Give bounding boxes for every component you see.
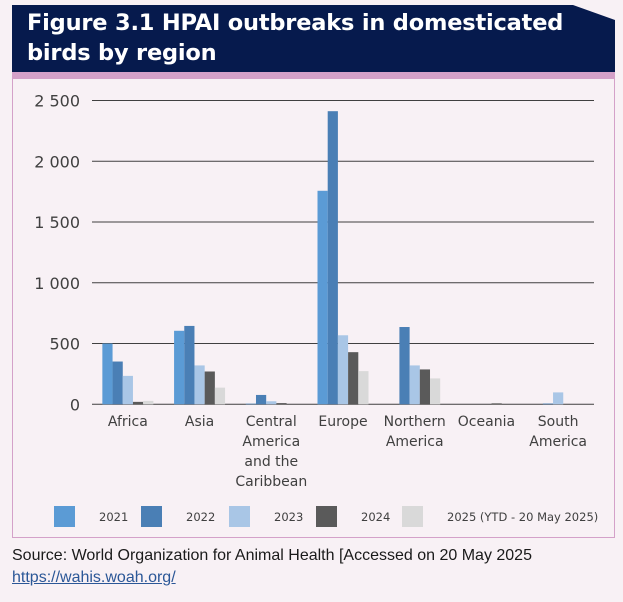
bar	[112, 361, 123, 405]
source-link[interactable]: https://wahis.woah.org/	[12, 569, 176, 586]
x-tick-label: South	[538, 414, 579, 430]
bar	[255, 394, 267, 405]
figure-title-line1: Figure 3.1 HPAI outbreaks in domesticate…	[27, 10, 564, 36]
x-tick-label: America	[386, 434, 444, 450]
legend-swatch	[402, 506, 423, 527]
bar	[542, 403, 554, 405]
legend-label: 2024	[361, 510, 390, 524]
legend-label: 2023	[274, 510, 303, 524]
x-axis-labels: Africa Asia Central America and the Caribbean…	[108, 414, 587, 490]
bar-chart: 0 500 1 000 1 500 2 000 2 500 Africa Asia Centr…	[34, 92, 598, 527]
x-tick-label: and the	[244, 454, 298, 470]
bar	[327, 111, 338, 405]
bar	[266, 401, 277, 405]
y-tick-label: 1 000	[34, 274, 80, 293]
x-tick-label: Northern	[384, 414, 446, 430]
legend: 2021 2022 2023 2024 2025 (YTD - 20 May 2025)	[54, 506, 598, 527]
y-tick-label: 0	[70, 395, 80, 414]
chart-frame	[12, 79, 615, 538]
x-tick-label: Central	[246, 414, 297, 430]
bar	[102, 343, 113, 405]
bar	[337, 335, 349, 405]
x-tick-label: America	[529, 434, 587, 450]
y-tick-label: 1 500	[34, 213, 80, 232]
bar	[276, 403, 287, 405]
bar	[399, 327, 410, 405]
legend-swatch	[229, 506, 250, 527]
bars	[102, 111, 564, 405]
x-tick-label: Europe	[318, 414, 367, 430]
legend-swatch	[316, 506, 337, 527]
x-tick-label: Africa	[108, 414, 148, 430]
source-note: Source: World Organization for Animal He…	[12, 545, 532, 589]
bar	[409, 365, 420, 405]
bar	[214, 387, 226, 405]
x-tick-label: Oceania	[458, 414, 515, 430]
bar	[245, 403, 256, 405]
figure-title: Figure 3.1 HPAI outbreaks in domesticate…	[27, 8, 587, 68]
y-tick-label: 2 000	[34, 152, 80, 171]
bar	[348, 352, 359, 405]
bar	[184, 325, 195, 405]
legend-label: 2025 (YTD - 20 May 2025)	[447, 510, 598, 524]
accent-band	[12, 72, 615, 79]
bar	[358, 371, 369, 405]
bar	[194, 365, 205, 405]
legend-swatch	[54, 506, 75, 527]
bar	[143, 400, 154, 405]
y-tick-label: 500	[49, 335, 80, 354]
bar	[317, 190, 328, 405]
source-text: Source: World Organization for Animal He…	[12, 547, 532, 564]
y-tick-label: 2 500	[34, 92, 80, 111]
bar	[204, 371, 215, 405]
bar	[132, 401, 144, 405]
bar	[174, 330, 185, 405]
x-tick-label: Caribbean	[235, 474, 307, 490]
bar	[122, 375, 133, 405]
x-tick-label: Asia	[185, 414, 214, 430]
bar	[419, 369, 431, 405]
legend-swatch	[141, 506, 162, 527]
figure-title-line2: birds by region	[27, 40, 217, 66]
figure-header	[12, 5, 615, 72]
x-tick-label: America	[242, 434, 300, 450]
y-axis-ticks: 0 500 1 000 1 500 2 000 2 500	[34, 92, 80, 415]
bar	[430, 378, 441, 405]
bar	[553, 392, 564, 405]
bar	[491, 403, 502, 405]
legend-label: 2022	[186, 510, 215, 524]
legend-label: 2021	[99, 510, 128, 524]
